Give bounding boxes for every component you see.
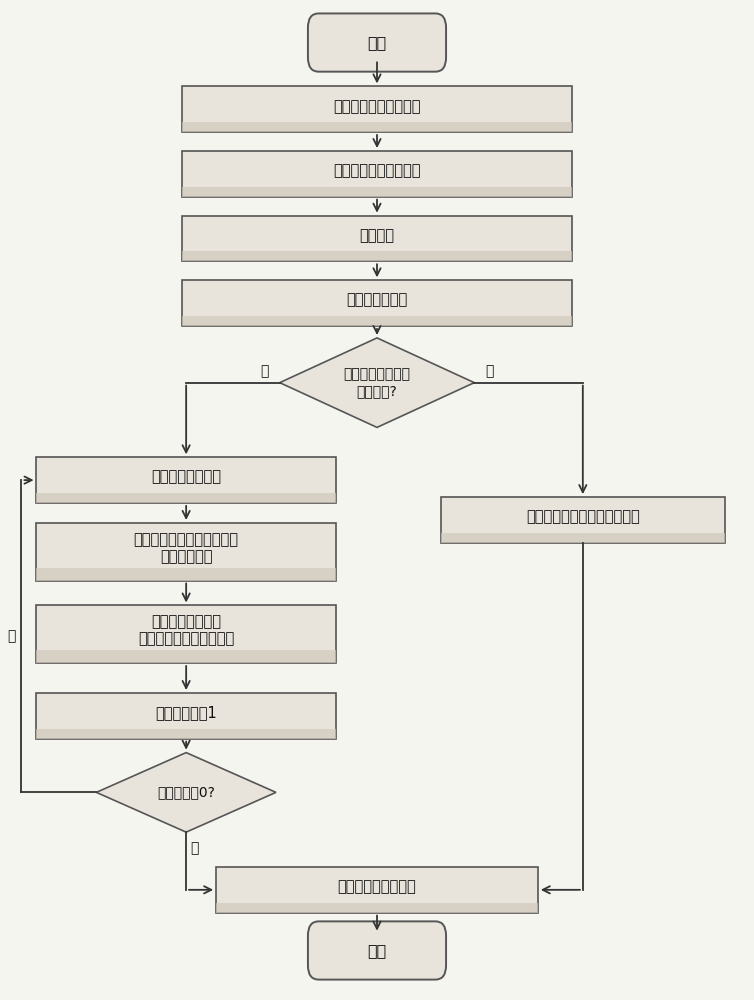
Text: 任务数小于等于分
配队列数?: 任务数小于等于分 配队列数? [344, 368, 410, 398]
Text: 任务排序: 任务排序 [360, 228, 394, 243]
Bar [182, 216, 572, 261]
Text: 是: 是 [486, 364, 494, 378]
Bar [182, 151, 572, 197]
Bar [216, 867, 538, 913]
Bar [182, 187, 572, 197]
FancyBboxPatch shape [308, 13, 446, 72]
Bar [182, 86, 572, 132]
Text: 将分配完成队列存储: 将分配完成队列存储 [338, 879, 416, 894]
Text: 是: 是 [190, 841, 198, 855]
Bar [36, 457, 336, 503]
Bar [36, 605, 336, 663]
Text: 否: 否 [260, 364, 268, 378]
Text: 当前队尾号减1: 当前队尾号减1 [155, 705, 217, 720]
Text: 将当前任务加入到
最小总时长的队列的队尾: 将当前任务加入到 最小总时长的队列的队尾 [138, 614, 234, 647]
Bar [36, 729, 336, 739]
Bar [182, 316, 572, 326]
Text: 结束: 结束 [367, 943, 387, 958]
Bar [36, 523, 336, 581]
Bar [36, 568, 336, 581]
Bar [182, 251, 572, 261]
Text: 队尾号等于0?: 队尾号等于0? [158, 785, 215, 799]
Bar [182, 280, 572, 326]
Text: 将任务依次加入到分配队列中: 将任务依次加入到分配队列中 [526, 509, 639, 524]
Text: 否: 否 [7, 629, 16, 643]
Text: 获取排序队尾任务: 获取排序队尾任务 [151, 470, 221, 485]
Text: 开始: 开始 [367, 35, 387, 50]
FancyBboxPatch shape [308, 921, 446, 980]
Bar [440, 497, 725, 543]
Bar [182, 122, 572, 132]
Polygon shape [97, 753, 276, 832]
Bar [36, 650, 336, 663]
Bar [440, 533, 725, 543]
Bar [36, 693, 336, 739]
Text: 计算加入各分配队列后的资
源占用总时长: 计算加入各分配队列后的资 源占用总时长 [133, 532, 239, 564]
Bar [36, 493, 336, 503]
Bar [216, 903, 538, 913]
Text: 初始化分配队列: 初始化分配队列 [346, 293, 408, 308]
Polygon shape [280, 338, 474, 427]
Text: 数据处理计算资源占用: 数据处理计算资源占用 [333, 163, 421, 178]
Text: 采集任务执行历史数据: 采集任务执行历史数据 [333, 99, 421, 114]
